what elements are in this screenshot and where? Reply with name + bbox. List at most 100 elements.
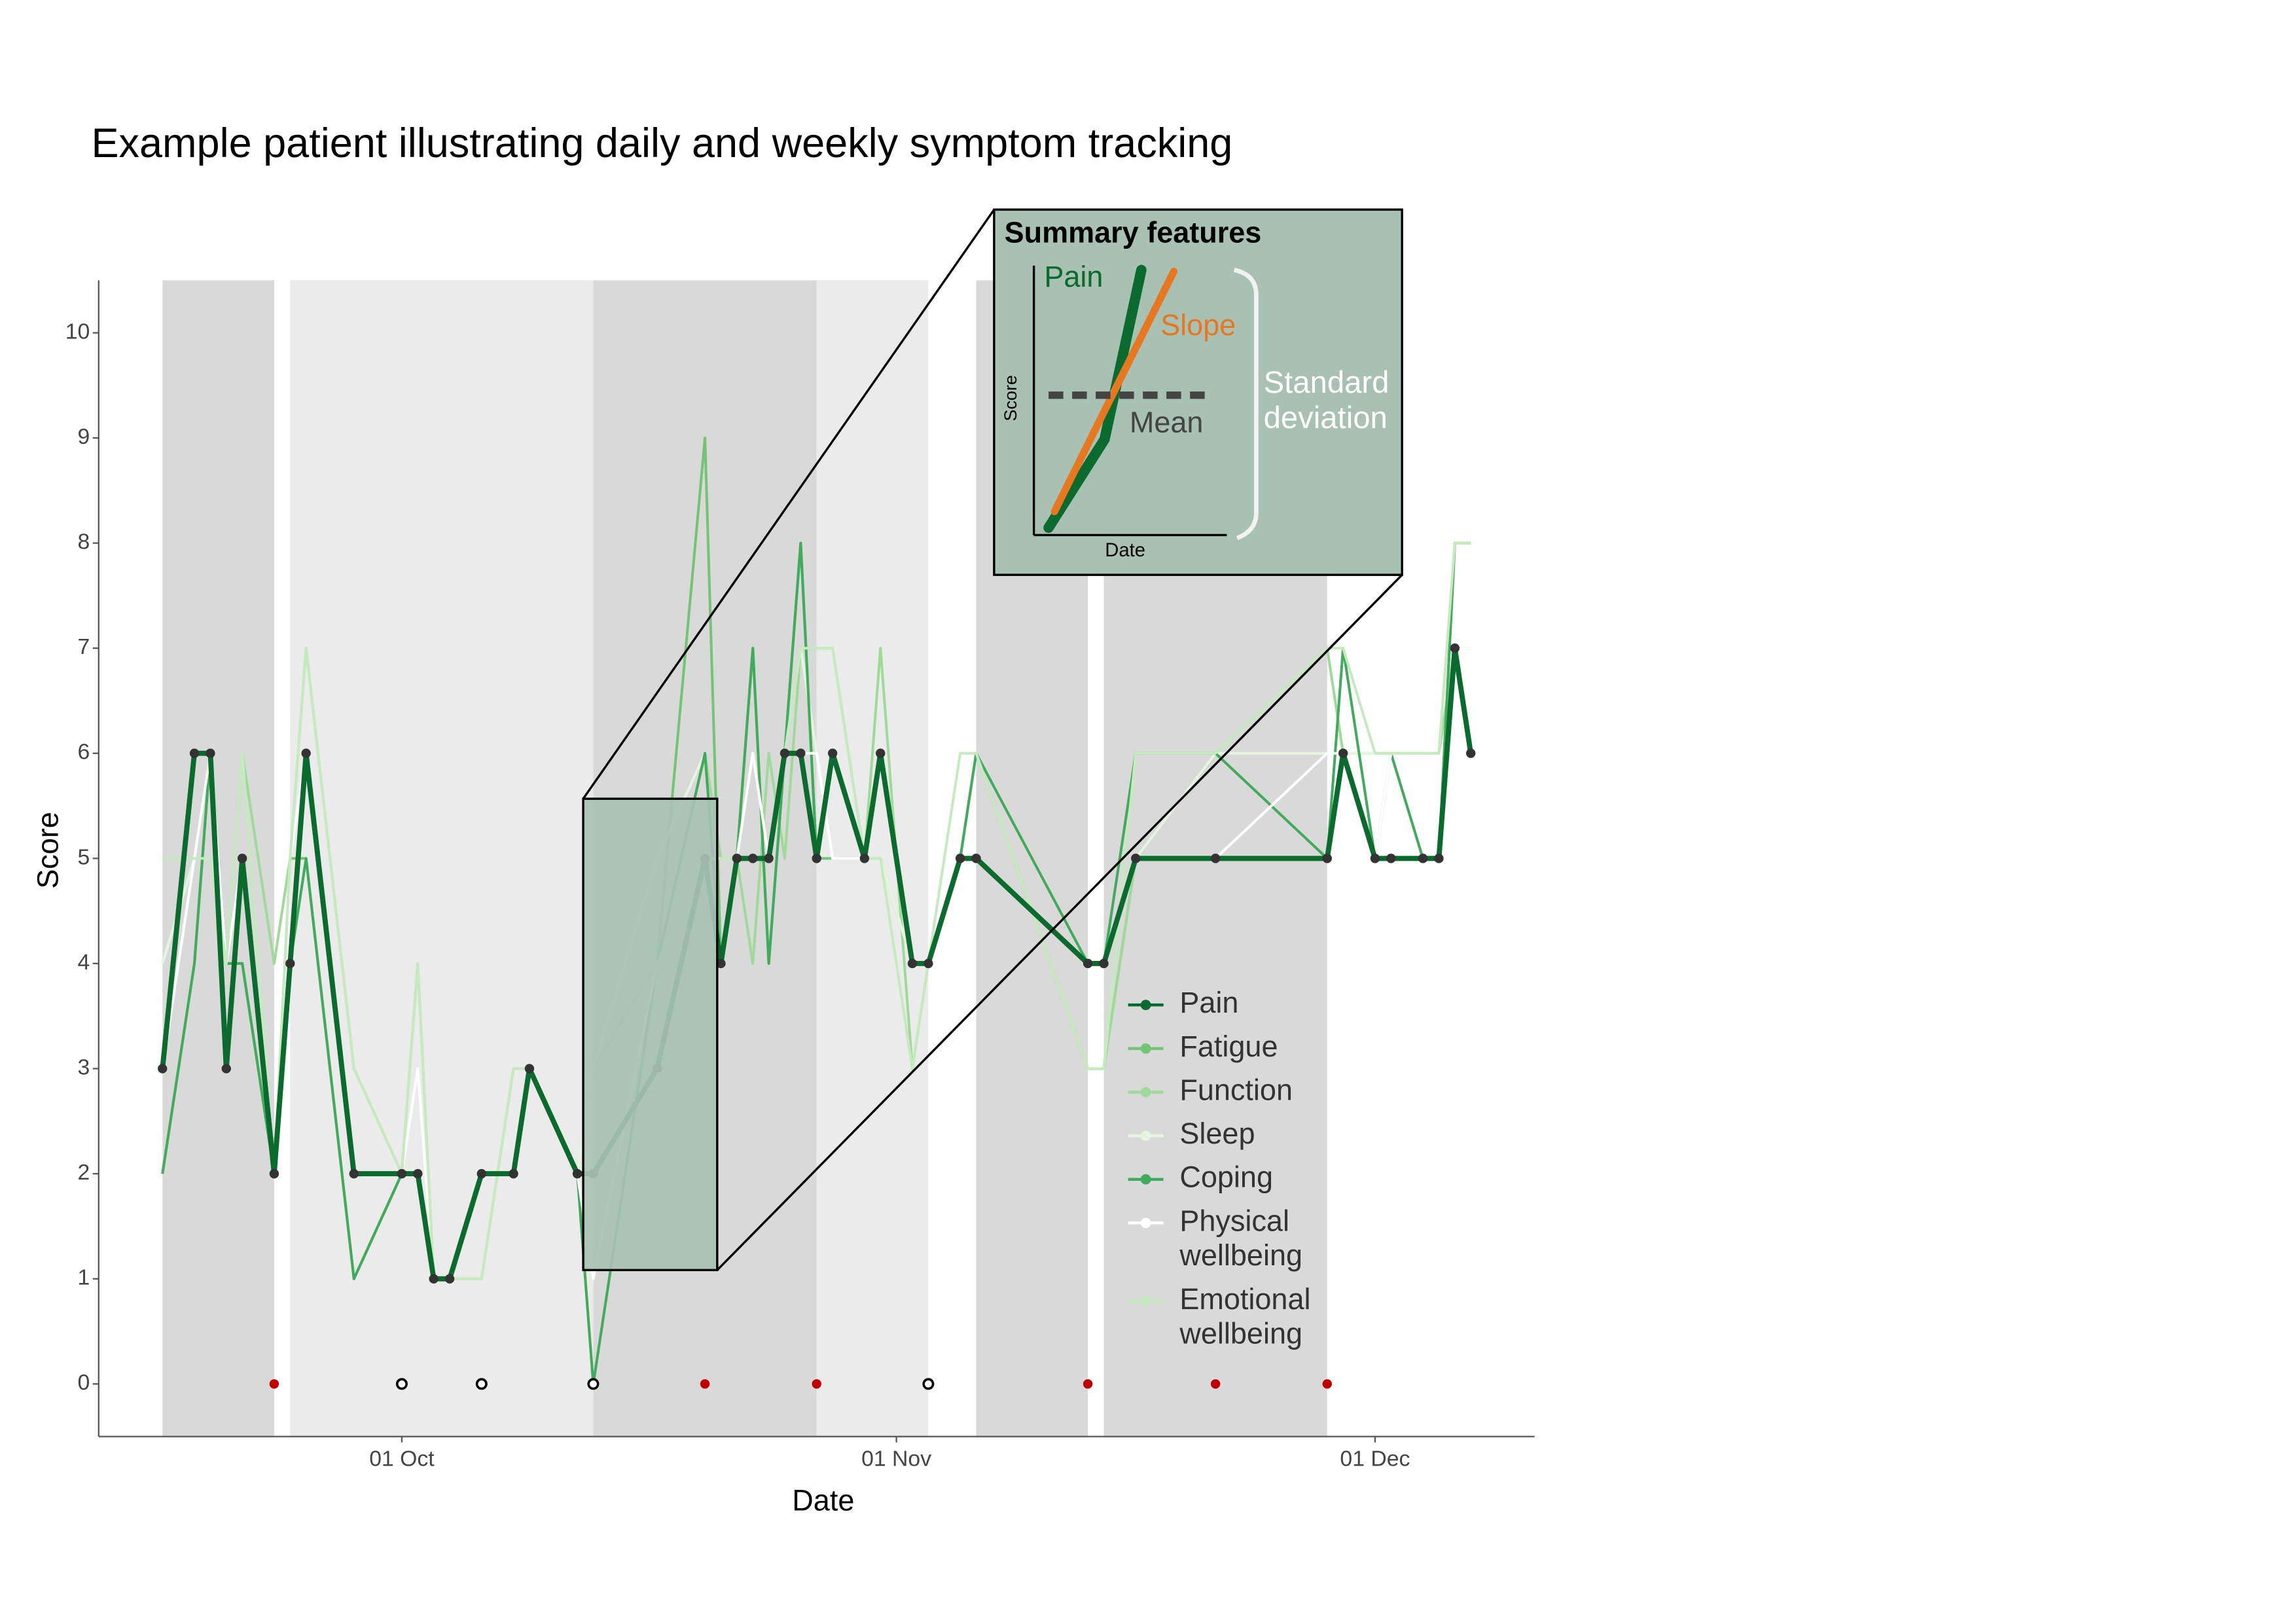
y-tick-label: 1 [77, 1265, 90, 1290]
y-tick-label: 10 [65, 319, 90, 344]
pain-point [476, 1168, 487, 1179]
pain-point [189, 748, 200, 759]
pain-point [1210, 854, 1221, 863]
event-marker [1322, 1379, 1332, 1389]
chart-title: Example patient illustrating daily and w… [92, 120, 1233, 166]
pain-point [1434, 854, 1444, 863]
pain-point [444, 1274, 455, 1284]
legend-label: Sleep [1179, 1117, 1255, 1150]
pain-point [301, 748, 311, 759]
legend-label: Function [1179, 1073, 1293, 1106]
inset-bracket [1233, 268, 1259, 541]
legend-swatch-dot [1140, 1087, 1151, 1098]
pain-point [1418, 854, 1428, 863]
x-tick-label: 01 Dec [1340, 1446, 1410, 1471]
connector [716, 574, 1403, 1271]
pain-point [924, 958, 933, 969]
y-tick-label: 9 [77, 424, 90, 449]
pain-point [237, 854, 247, 863]
pain-point [1370, 854, 1380, 863]
x-tick-label: 01 Nov [861, 1446, 931, 1471]
event-marker [587, 1378, 600, 1390]
pain-point [827, 748, 838, 759]
pain-point [796, 748, 806, 759]
legend: Pain Fatigue Function Sleep Coping Physical we… [1128, 986, 1310, 1350]
pain-point [1322, 854, 1332, 863]
pain-point [780, 748, 790, 759]
pain-point [413, 1168, 423, 1179]
connector [582, 209, 996, 800]
legend-label: Pain [1179, 986, 1238, 1019]
legend-label: Emotional wellbeing [1179, 1282, 1310, 1350]
event-marker [922, 1378, 935, 1390]
pain-point [1338, 748, 1348, 759]
event-marker [812, 1379, 821, 1389]
pain-point [876, 748, 886, 759]
y-tick-label: 2 [77, 1160, 90, 1185]
legend-swatch-dot [1140, 1000, 1151, 1011]
pain-point [349, 1168, 359, 1179]
pain-point [732, 854, 742, 863]
y-axis-label: Score [31, 812, 64, 889]
pain-line [160, 645, 1474, 1282]
pain-point [859, 854, 870, 863]
inset-slope-label: Slope [1160, 308, 1236, 342]
inset-panel: Summary features Pain Slope Mean Score D… [993, 208, 1403, 576]
pain-point [1131, 854, 1141, 863]
pain-point [285, 958, 295, 969]
legend-swatch-dot [1140, 1174, 1151, 1185]
event-marker [269, 1379, 279, 1389]
y-tick-label: 7 [77, 634, 90, 659]
pain-point [1465, 748, 1476, 759]
y-tick-label: 4 [77, 950, 90, 975]
inset-y-label: Score [1001, 375, 1020, 422]
pain-point [269, 1168, 279, 1179]
legend-swatch-dot [1140, 1218, 1151, 1229]
event-marker [475, 1378, 488, 1390]
event-marker [1210, 1379, 1221, 1389]
inset-x-label: Date [1105, 540, 1145, 561]
pain-point [907, 958, 918, 969]
pain-point [524, 1064, 535, 1074]
pain-point [764, 854, 774, 863]
inset-pain-label: Pain [1044, 260, 1103, 293]
pain-point [509, 1168, 518, 1179]
legend-label: Coping [1179, 1161, 1273, 1194]
legend-label: Fatigue [1179, 1030, 1278, 1063]
pain-point [429, 1274, 439, 1284]
pain-point [1083, 958, 1093, 969]
pain-point [221, 1064, 231, 1074]
legend-label: Physical wellbeing [1179, 1204, 1302, 1272]
pain-point [1099, 958, 1109, 969]
y-tick-label: 3 [77, 1055, 90, 1079]
y-tick-label: 6 [77, 740, 90, 765]
pain-point [1450, 643, 1460, 653]
x-axis-label: Date [792, 1484, 854, 1517]
foreground-layer: 0 1 2 3 4 5 6 7 8 9 10 01 Oct 01 Nov 01 Dec [65, 280, 1535, 1471]
period-band [290, 280, 594, 1437]
y-tick-label: 8 [77, 530, 90, 554]
inset-pain-line [1043, 264, 1147, 533]
inset-mean-label: Mean [1130, 406, 1204, 439]
legend-swatch-dot [1140, 1295, 1151, 1307]
pain-point [812, 854, 821, 863]
y-tick-label: 0 [77, 1370, 90, 1395]
pain-point [716, 958, 726, 969]
pain-point [971, 854, 981, 863]
pain-point [572, 1168, 583, 1179]
inset-slope-line [1050, 268, 1178, 516]
event-marker [700, 1379, 710, 1389]
pain-point [397, 1168, 407, 1179]
zoom-box [582, 797, 719, 1271]
series-layer [158, 437, 1476, 1390]
pain-point [1386, 854, 1396, 863]
event-marker [395, 1378, 408, 1390]
event-marker [1083, 1379, 1093, 1389]
pain-point [158, 1064, 168, 1074]
inset-title: Summary features [1005, 215, 1262, 249]
legend-swatch-dot [1140, 1043, 1151, 1054]
y-tick-label: 5 [77, 844, 90, 869]
x-tick-label: 01 Oct [369, 1446, 435, 1471]
